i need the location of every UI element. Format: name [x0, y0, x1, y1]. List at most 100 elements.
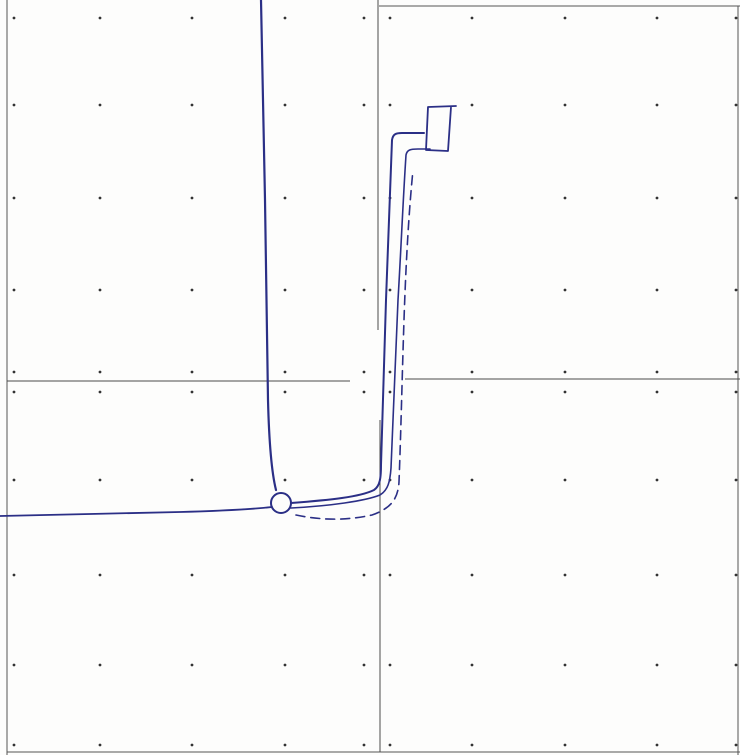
grid-dot	[655, 478, 659, 482]
grid-dot	[98, 16, 102, 20]
vertical-pen-stroke	[259, 0, 278, 492]
l-route-outer	[290, 132, 425, 504]
grid-dot	[470, 478, 474, 482]
grid-dot	[655, 390, 659, 394]
grid-dot	[655, 743, 659, 747]
grid-dot	[388, 390, 392, 394]
grid-dot	[563, 196, 567, 200]
grid-dot	[362, 663, 366, 667]
grid-dot	[563, 288, 567, 292]
junction-circle	[270, 492, 292, 514]
grid-dot	[734, 478, 738, 482]
grid-dot	[563, 370, 567, 374]
grid-dot	[655, 196, 659, 200]
grid-dot	[190, 743, 194, 747]
grid-dot	[388, 370, 392, 374]
grid-dot	[734, 573, 738, 577]
grid-dot	[563, 16, 567, 20]
grid-dot	[190, 16, 194, 20]
grid-dot	[563, 478, 567, 482]
grid-dot	[283, 16, 287, 20]
grid-dot	[734, 16, 738, 20]
grid-dot	[470, 288, 474, 292]
grid-dot	[98, 370, 102, 374]
grid-dot	[12, 16, 16, 20]
grid-dot	[98, 390, 102, 394]
grid-dot	[470, 573, 474, 577]
grid-dot	[470, 16, 474, 20]
grid-dot	[98, 743, 102, 747]
grid-dot	[362, 478, 366, 482]
grid-dot	[190, 370, 194, 374]
grid-dot	[12, 743, 16, 747]
grid-dot	[283, 103, 287, 107]
grid-dot	[362, 288, 366, 292]
grid-dot	[563, 663, 567, 667]
grid-dot	[190, 663, 194, 667]
grid-dot	[388, 288, 392, 292]
grid-dot	[388, 573, 392, 577]
grid-dot	[563, 573, 567, 577]
grid-dot	[734, 103, 738, 107]
grid-dot	[734, 196, 738, 200]
grid-dot	[283, 370, 287, 374]
grid-dot	[190, 390, 194, 394]
grid-dot	[98, 103, 102, 107]
grid-dot	[283, 663, 287, 667]
grid-dot	[470, 196, 474, 200]
grid-dot	[655, 103, 659, 107]
grid-dot	[470, 663, 474, 667]
grid-dot	[362, 573, 366, 577]
grid-dot	[362, 16, 366, 20]
grid-dot	[734, 663, 738, 667]
grid-dot	[388, 16, 392, 20]
grid-dot	[190, 196, 194, 200]
l-route-inner	[290, 148, 431, 509]
grid-dot	[362, 103, 366, 107]
grid-dot	[12, 573, 16, 577]
grid-dot	[388, 103, 392, 107]
grid-dot	[563, 390, 567, 394]
grid-dot	[734, 743, 738, 747]
grid-dot	[283, 573, 287, 577]
grid-dot	[12, 478, 16, 482]
grid-dot	[362, 390, 366, 394]
grid-dot	[283, 288, 287, 292]
grid-dot	[655, 370, 659, 374]
grid-dot	[190, 478, 194, 482]
grid-dot	[655, 663, 659, 667]
grid-dot	[98, 288, 102, 292]
grid-dot	[283, 390, 287, 394]
grid-dot	[734, 390, 738, 394]
grid-dot	[12, 288, 16, 292]
grid-dot	[98, 573, 102, 577]
grid-dot	[734, 288, 738, 292]
grid-dot	[98, 196, 102, 200]
grid-dot	[388, 663, 392, 667]
dot-grid	[12, 16, 738, 747]
grid-dot	[190, 573, 194, 577]
grid-dot	[388, 743, 392, 747]
grid-dot	[362, 196, 366, 200]
horizontal-pen-stroke	[0, 506, 273, 517]
grid-dot	[283, 743, 287, 747]
grid-dot	[470, 743, 474, 747]
pen-sketch	[0, 0, 457, 520]
grid-dot	[283, 196, 287, 200]
grid-dot	[734, 370, 738, 374]
grid-dot	[12, 663, 16, 667]
grid-dot	[190, 288, 194, 292]
grid-dot	[655, 16, 659, 20]
grid-dot	[362, 743, 366, 747]
grid-dot	[12, 103, 16, 107]
grid-dot	[283, 478, 287, 482]
grid-dot	[563, 103, 567, 107]
grid-dot	[470, 390, 474, 394]
grid-dot	[655, 288, 659, 292]
grid-dot	[12, 370, 16, 374]
grid-dot	[655, 573, 659, 577]
grid-dot	[362, 370, 366, 374]
grid-dot	[190, 103, 194, 107]
